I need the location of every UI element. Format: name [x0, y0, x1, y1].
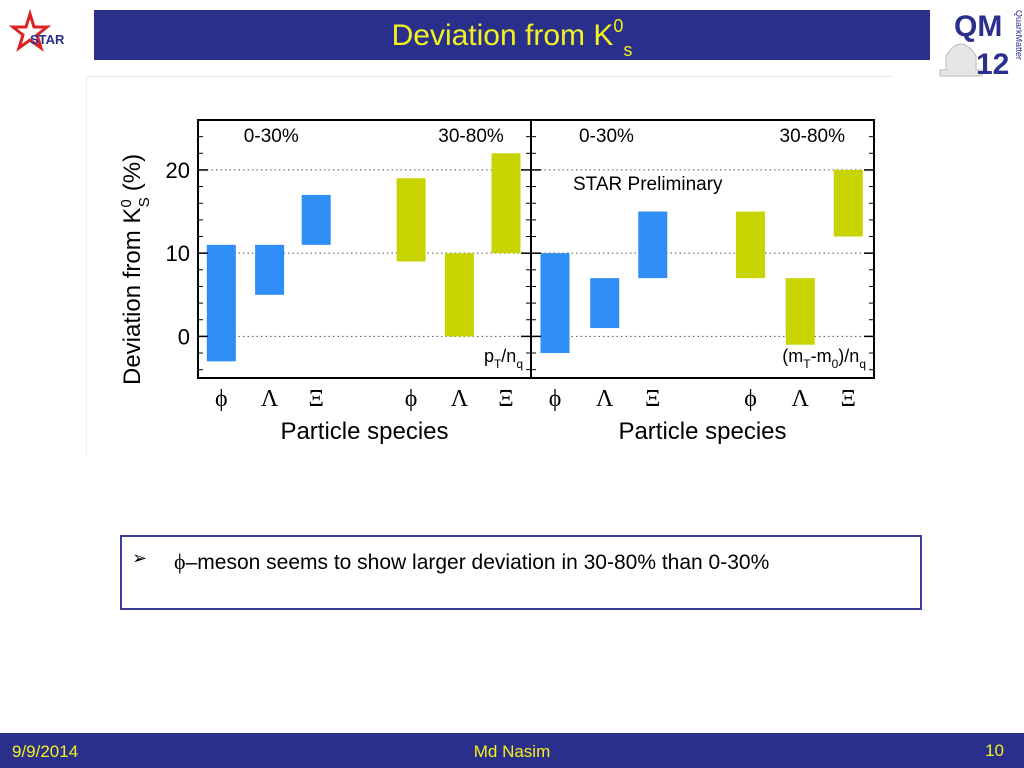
star-logo: STAR — [8, 8, 65, 52]
scaling-label-part: p — [484, 346, 494, 366]
x-tick-label: Λ — [596, 386, 614, 412]
centrality-label: 0-30% — [579, 126, 634, 147]
scaling-label-part: T — [803, 357, 811, 371]
x-tick-label: ϕ — [549, 386, 562, 412]
footer-bar: 9/9/2014 Md Nasim 10 — [0, 733, 1024, 768]
centrality-label: 30-80% — [438, 126, 504, 147]
qm-logo-side-text: QuarkMatter — [1014, 10, 1022, 60]
x-tick-label: Ξ — [498, 386, 513, 412]
header-divider — [86, 76, 892, 77]
page-title: Deviation from K0 s — [94, 16, 930, 60]
bullet-box: ➢ ϕ–meson seems to show larger deviation… — [120, 535, 922, 610]
bar-1-3 — [736, 211, 766, 279]
capitol-dome-icon — [939, 43, 983, 77]
bullet-body: –meson seems to show larger deviation in… — [185, 551, 770, 574]
scaling-label-part: -m — [811, 346, 832, 366]
bar-0-0 — [206, 244, 236, 362]
deviation-chart: Deviation from K0S(%) 0-30% 30-80%pT/nqϕ Λ… — [118, 119, 875, 445]
bar-0-1 — [255, 244, 285, 295]
title-sup: 0 — [613, 16, 624, 36]
y-axis-label-sub: S — [136, 197, 153, 207]
x-axis-label: Particle species — [618, 418, 786, 445]
bullet-symbol: ϕ — [174, 549, 186, 574]
panel-frame — [197, 119, 532, 379]
x-tick-label: Λ — [451, 386, 469, 412]
qm-logo-text: QM — [954, 10, 1002, 43]
x-tick-label: ϕ — [744, 386, 757, 412]
star-shape — [8, 8, 52, 52]
scaling-label: pT/nq — [484, 346, 523, 371]
scaling-label-part: (m — [782, 346, 803, 366]
scaling-label-part: q — [516, 357, 523, 371]
bar-0-2 — [301, 194, 331, 245]
x-tick-label: Λ — [261, 386, 279, 412]
star-logo-text: STAR — [30, 32, 65, 47]
x-tick-label: ϕ — [405, 386, 418, 412]
scaling-label-part: /n — [501, 346, 516, 366]
footer-author: Md Nasim — [473, 742, 551, 761]
y-axis-label-main: Deviation from K — [119, 208, 146, 385]
centrality-label: 0-30% — [244, 126, 299, 147]
qm12-logo: QM 12 QuarkMatter — [939, 10, 1022, 81]
x-tick-label: Ξ — [308, 386, 323, 412]
bar-0-3 — [396, 178, 426, 262]
bar-0-5 — [491, 153, 521, 254]
scaling-label: (mT-m0)/nq — [782, 346, 866, 371]
arrow-bullet-icon: ➢ — [132, 548, 148, 568]
bar-1-2 — [638, 211, 668, 279]
x-tick-label: Ξ — [645, 386, 660, 412]
page-number: 10 — [985, 741, 1004, 760]
footer-date: 9/9/2014 — [12, 742, 79, 761]
qm-logo-year: 12 — [976, 48, 1009, 81]
scaling-label-part: q — [859, 357, 866, 371]
y-axis-label: Deviation from K0S (%) — [118, 154, 153, 385]
y-axis-label-sup: 0 — [118, 199, 135, 207]
scaling-label-part: T — [494, 357, 502, 371]
title-main: Deviation from K — [391, 19, 614, 52]
y-tick-label: 0 — [178, 324, 190, 349]
centrality-label: 30-80% — [780, 126, 846, 147]
title-sub: s — [623, 40, 633, 60]
star-preliminary-label: STAR Preliminary — [573, 174, 723, 195]
bar-1-1 — [590, 278, 620, 329]
x-tick-label: ϕ — [215, 386, 228, 412]
bullet-text: ϕ–meson seems to show larger deviation i… — [174, 549, 769, 575]
title-bar: Deviation from K0 s — [94, 10, 930, 60]
x-axis-label: Particle species — [280, 418, 448, 445]
scaling-label-part: )/n — [838, 346, 859, 366]
scaling-label-part: 0 — [832, 357, 839, 371]
y-axis-label-unit: (%) — [119, 154, 146, 191]
x-tick-label: Λ — [792, 386, 810, 412]
bar-1-0 — [540, 253, 570, 354]
figure-edge — [86, 76, 87, 456]
panel-frame — [530, 119, 875, 379]
y-tick-label: 20 — [166, 158, 190, 183]
bar-1-5 — [833, 169, 863, 237]
y-tick-label: 10 — [166, 241, 190, 266]
bar-0-4 — [444, 253, 474, 337]
bar-1-4 — [785, 278, 815, 345]
x-tick-label: Ξ — [841, 386, 856, 412]
